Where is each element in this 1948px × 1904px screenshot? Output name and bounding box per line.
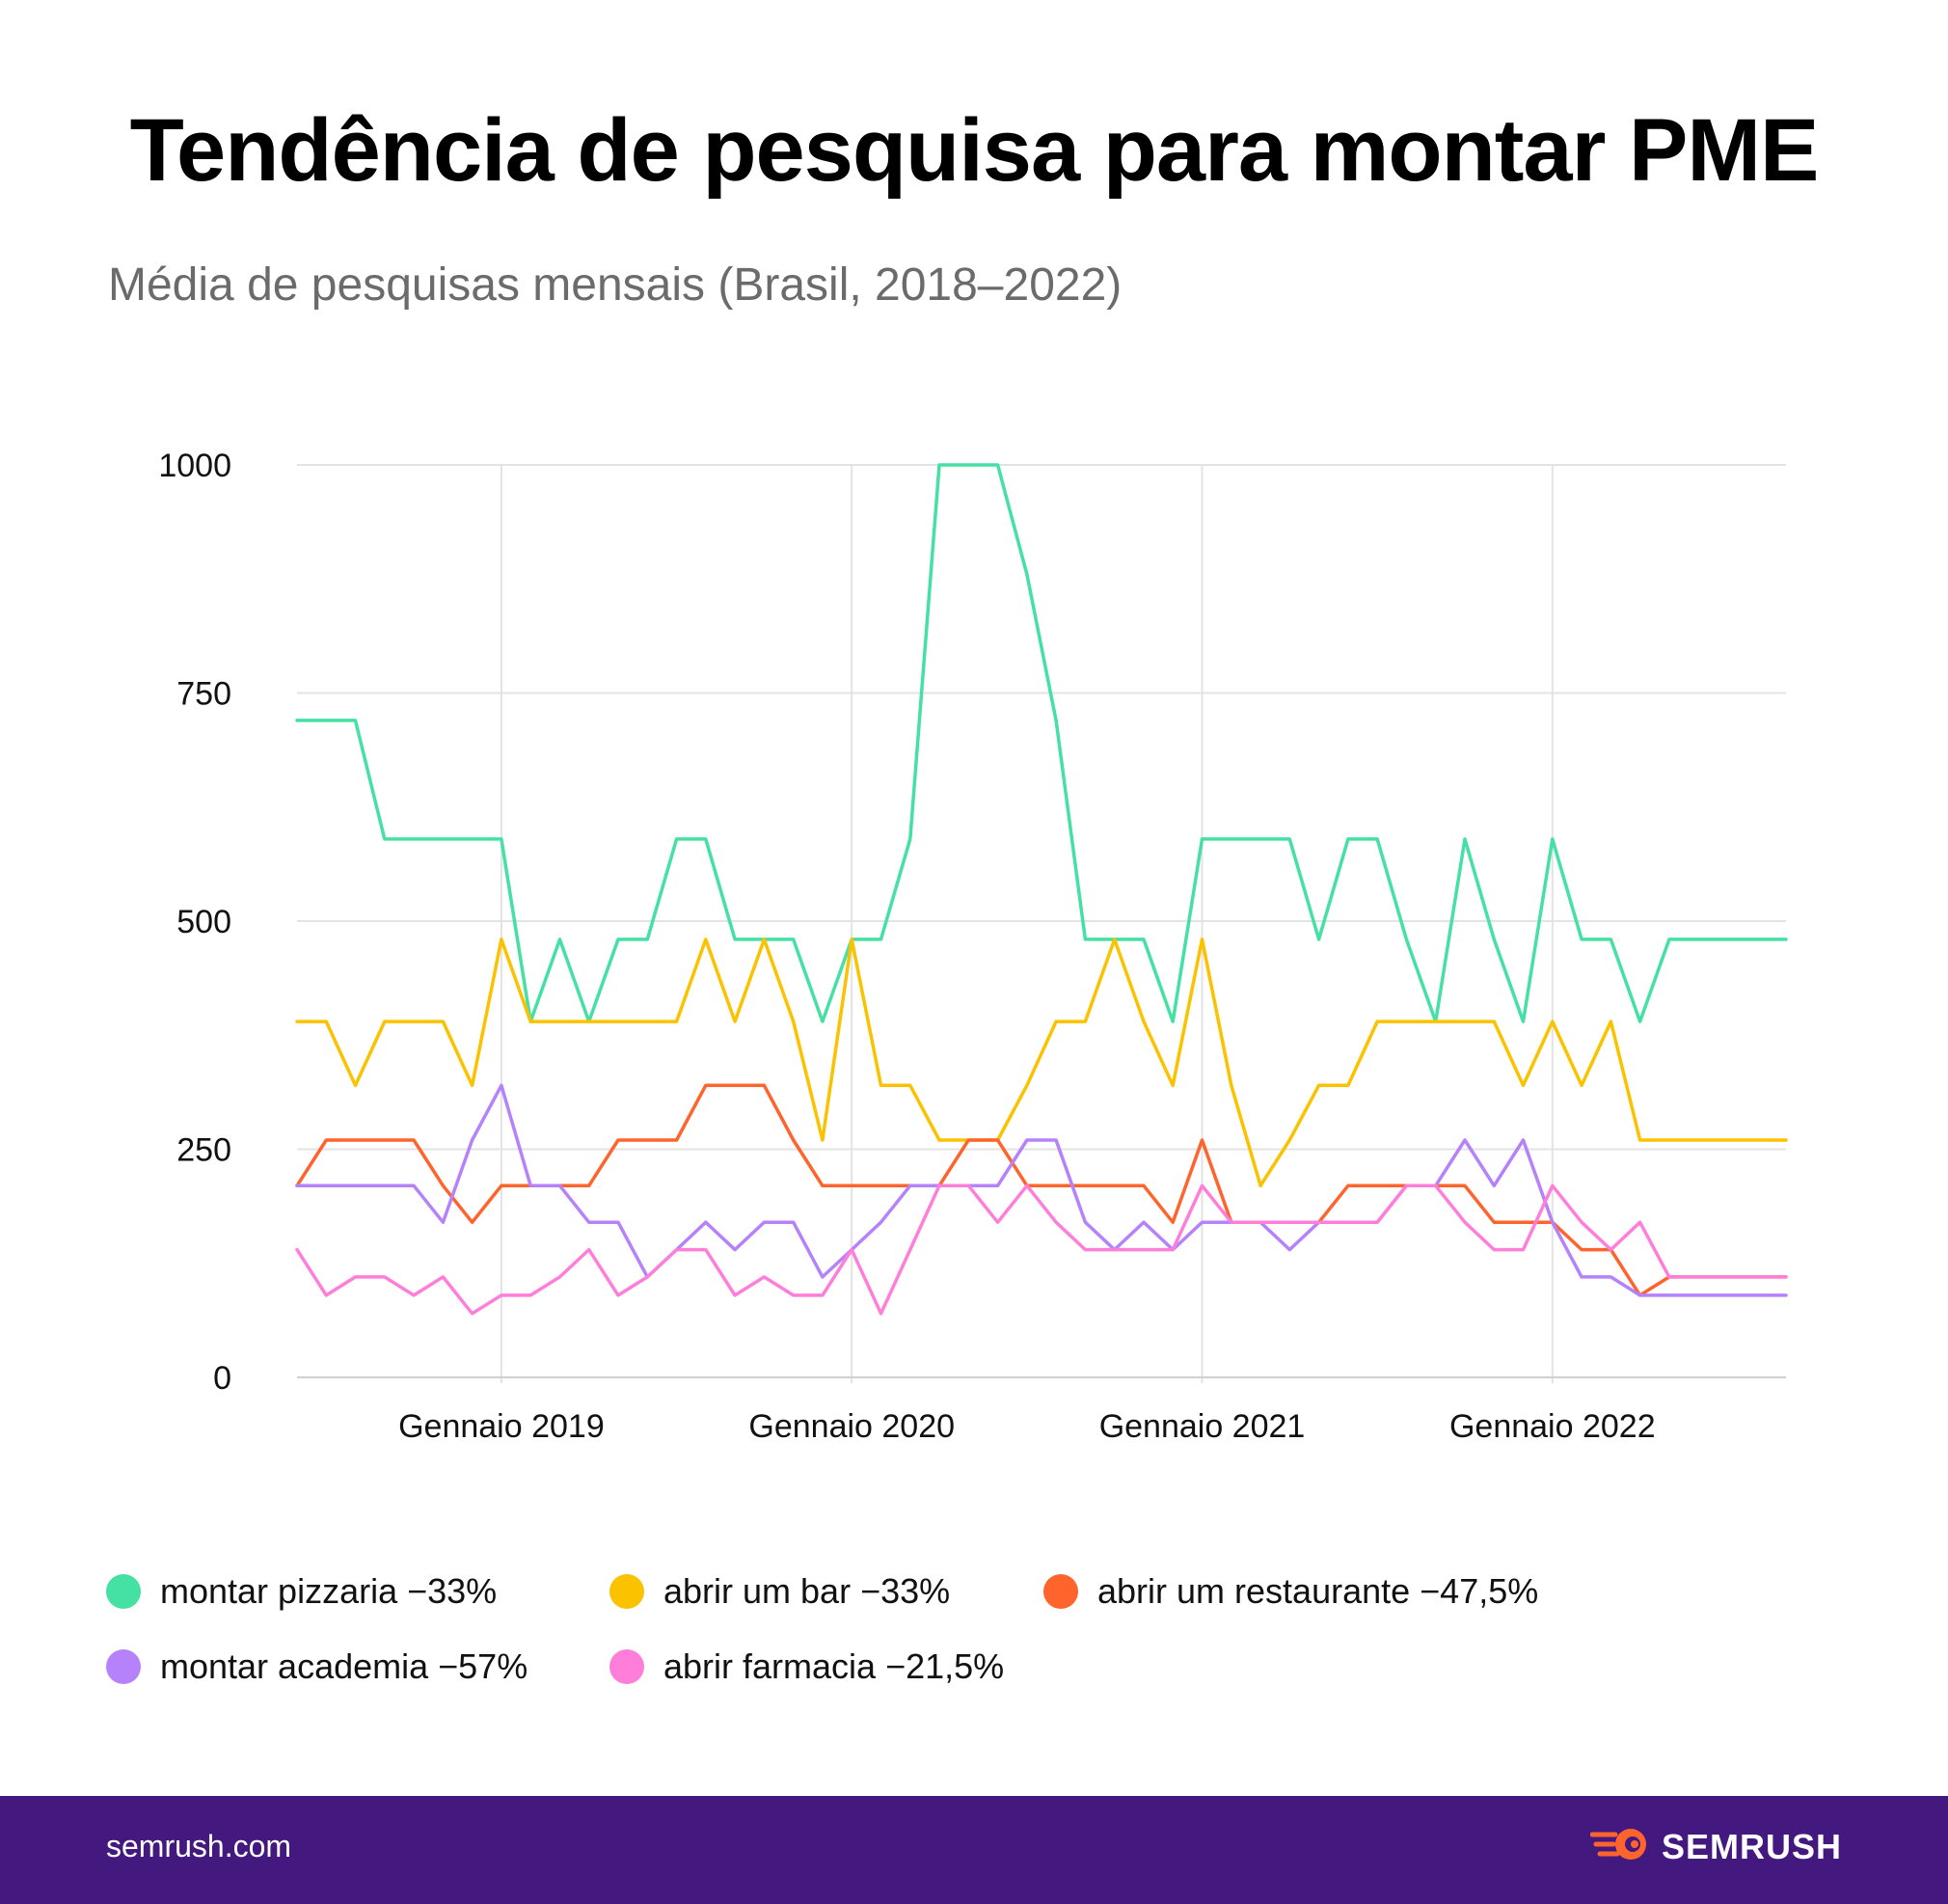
legend-label: montar pizzaria −33% — [160, 1571, 498, 1611]
footer-site-link[interactable]: semrush.com — [106, 1829, 292, 1863]
series-lines — [295, 463, 1788, 1316]
series-line — [295, 938, 1788, 1188]
legend-label: montar academia −57% — [160, 1646, 528, 1686]
chart-title: Tendência de pesquisa para montar PME — [129, 101, 1820, 200]
legend-item: abrir farmacia −21,5% — [609, 1638, 1004, 1696]
legend-item: abrir um restaurante −47,5% — [1043, 1563, 1538, 1620]
y-tick-label: 500 — [176, 904, 231, 940]
legend-item: abrir um bar −33% — [609, 1563, 950, 1620]
x-axis-ticks: Gennaio 2019 Gennaio 2020 Gennaio 2021 Genn… — [398, 1408, 1656, 1445]
series-line — [295, 463, 1788, 1023]
legend-label: abrir um restaurante −47,5% — [1097, 1571, 1539, 1611]
brand-wordmark: SEMRUSH — [1661, 1826, 1842, 1866]
series-line — [295, 1083, 1788, 1297]
legend-swatch — [609, 1574, 644, 1609]
chart-grid — [297, 464, 1786, 1383]
legend-swatch — [609, 1649, 644, 1684]
legend-item: montar pizzaria −33% — [106, 1563, 497, 1620]
legend-label: abrir um bar −33% — [663, 1571, 951, 1611]
footer-bar: semrush.com SEMRUSH — [0, 1796, 1948, 1904]
legend-item: montar academia −57% — [106, 1638, 528, 1696]
x-tick-label: Gennaio 2021 — [1099, 1408, 1306, 1445]
chart-subtitle: Média de pesquisas mensais (Brasil, 2018… — [108, 259, 1123, 311]
legend-swatch — [1043, 1574, 1078, 1609]
legend-swatch — [106, 1649, 141, 1684]
x-tick-label: Gennaio 2022 — [1449, 1408, 1656, 1445]
semrush-logo: SEMRUSH — [1589, 1825, 1842, 1868]
x-tick-label: Gennaio 2020 — [748, 1408, 955, 1445]
x-tick-label: Gennaio 2019 — [398, 1408, 605, 1445]
legend-label: abrir farmacia −21,5% — [663, 1646, 1005, 1686]
y-axis-ticks: 0 250 500 750 1000 — [158, 448, 231, 1397]
y-tick-label: 750 — [176, 676, 231, 713]
series-line — [295, 1083, 1788, 1297]
semrush-fireball-icon — [1589, 1825, 1652, 1868]
legend-swatch — [106, 1574, 141, 1609]
y-tick-label: 1000 — [158, 448, 231, 484]
y-tick-label: 250 — [176, 1132, 231, 1169]
series-line — [295, 1183, 1788, 1316]
y-tick-label: 0 — [213, 1360, 231, 1397]
